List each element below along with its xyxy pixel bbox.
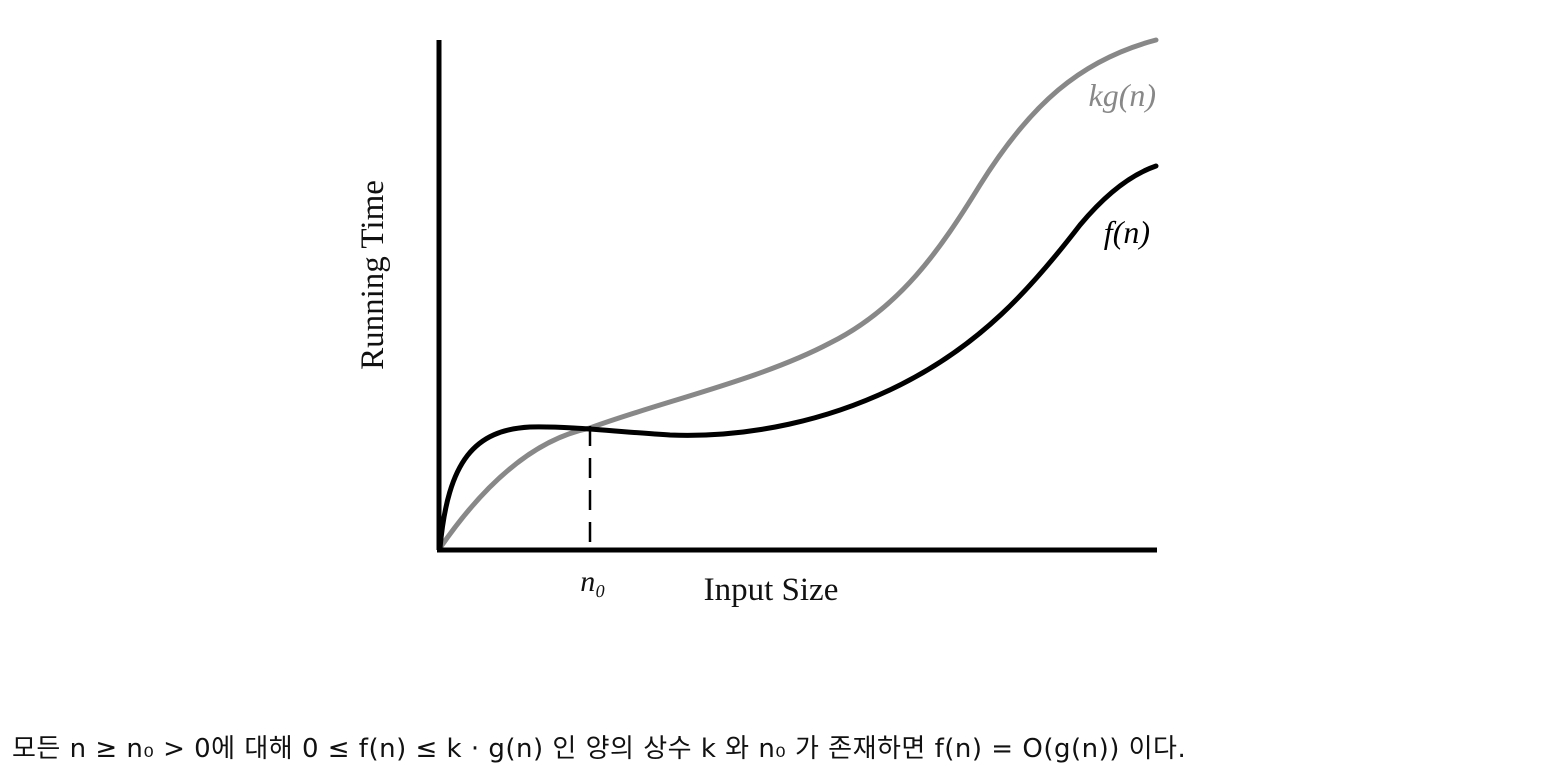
y-axis-label: Running Time xyxy=(355,180,391,370)
f-curve-label: f(n) xyxy=(1104,214,1150,250)
definition-caption: 모든 n ≥ n₀ > 0에 대해 0 ≤ f(n) ≤ k · g(n) 인 … xyxy=(12,734,1187,764)
f-curve xyxy=(437,163,1159,551)
kg-curve-label: kg(n) xyxy=(1088,77,1156,113)
x-axis-label: Input Size xyxy=(704,572,839,608)
n0-label: n₀ xyxy=(580,565,605,598)
kg-curve xyxy=(437,37,1159,551)
